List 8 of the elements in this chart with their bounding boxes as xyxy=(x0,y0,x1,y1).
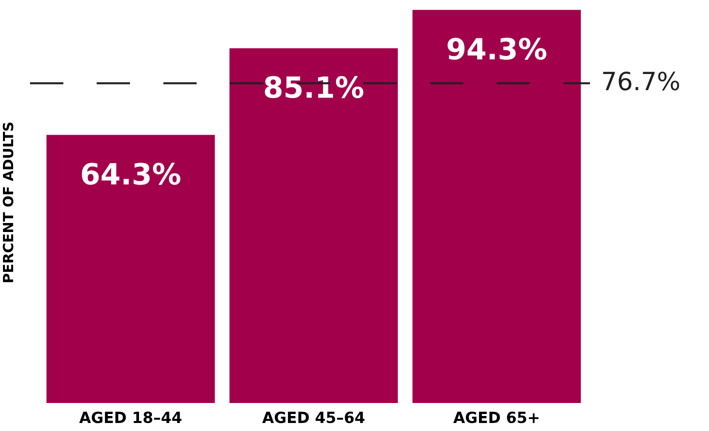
data-label: 85.1% xyxy=(264,76,364,98)
data-label: 94.3% xyxy=(448,38,546,60)
y-axis-title: PERCENT OF ADULTS xyxy=(2,122,14,282)
data-label: 64.3% xyxy=(82,162,180,185)
x-tick-label: AGED 65+ xyxy=(453,412,538,424)
ref-line-label: 76.7% xyxy=(603,72,680,90)
x-tick-label: AGED 45–64 xyxy=(262,412,364,424)
x-tick-label: AGED 18–44 xyxy=(79,412,182,424)
